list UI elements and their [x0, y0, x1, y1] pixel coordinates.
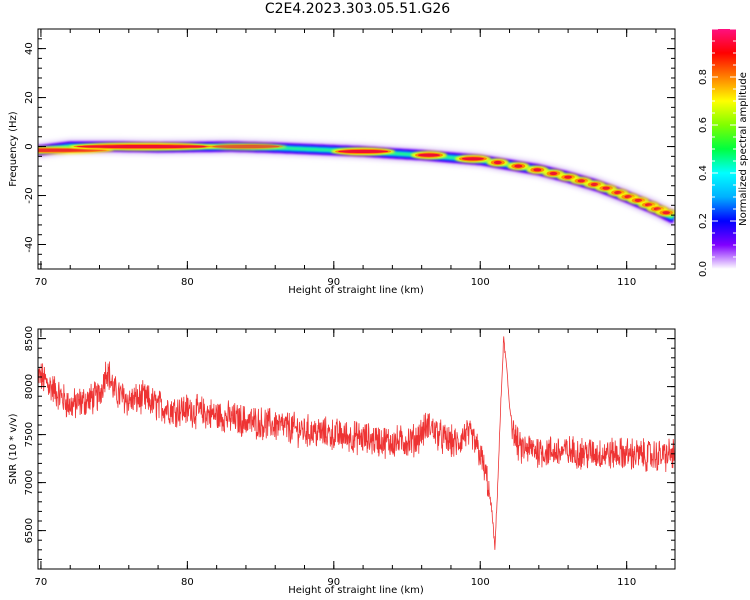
snr-series-line	[38, 336, 675, 550]
spectral-peak-core	[624, 195, 632, 199]
colorbar-gradient	[712, 29, 736, 269]
snr-x-label: Height of straight line (km)	[288, 585, 424, 596]
spectrogram-y-tick-label: 20	[24, 91, 35, 104]
colorbar-tick-label: 0.6	[698, 117, 709, 133]
snr-x-tick-label: 110	[617, 577, 636, 588]
colorbar-ticks: 0.0 0.2 0.4 0.6 0.8	[698, 28, 736, 277]
spectrogram-frame	[37, 28, 676, 270]
spectrogram-x-label: Height of straight line (km)	[288, 285, 424, 296]
snr-y-tick-label: 7000	[24, 470, 35, 495]
colorbar-tick-label: 0.4	[698, 165, 709, 181]
snr-y-label: SNR (10 * v/v)	[8, 413, 19, 484]
spectrogram-y-tick-label: 40	[24, 42, 35, 55]
spectral-peak-core	[564, 175, 572, 179]
spectral-peak-core	[533, 168, 542, 172]
snr-axes: 70 80 90 100 110 6500 7000 7500 8000 8500	[24, 326, 675, 588]
snr-x-tick-label: 90	[327, 577, 340, 588]
spectral-peak-core	[76, 144, 211, 149]
snr-panel: 70 80 90 100 110 6500 7000 7500 8000 8500 Height …	[8, 326, 676, 596]
spectrogram-y-tick-label: -40	[24, 236, 35, 252]
spectrogram-axes: 70 80 90 100 110 -40 -20 0 20 40	[24, 28, 675, 288]
spectral-peak-core	[493, 160, 502, 165]
colorbar-label: Normalized spectral amplitude	[738, 72, 749, 226]
spectrogram-x-tick-label: 70	[35, 277, 48, 288]
spectrogram-plot-area	[38, 138, 675, 227]
colorbar: 0.0 0.2 0.4 0.6 0.8 Normalized spectral ampl…	[698, 28, 749, 277]
spectrogram-y-label: Frequency (Hz)	[8, 111, 19, 187]
colorbar-tick-label: 0.2	[698, 213, 709, 229]
spectral-peak-core	[644, 203, 653, 207]
figure-title: C2E4.2023.303.05.51.G26	[264, 1, 451, 17]
colorbar-tick-label: 0.0	[698, 261, 709, 277]
spectral-peak-core	[577, 179, 586, 183]
colorbar-tick-label: 0.8	[698, 69, 709, 85]
spectral-peak-core	[417, 153, 440, 157]
spectral-peak-core	[461, 157, 484, 161]
snr-frame	[37, 328, 676, 570]
spectrogram-panel: 70 80 90 100 110 -40 -20 0 20 40 Height of straig…	[8, 28, 676, 296]
snr-x-tick-label: 80	[181, 577, 194, 588]
spectrogram-x-tick-label: 100	[471, 277, 490, 288]
spectrogram-y-tick-label: 0	[24, 143, 35, 149]
snr-y-tick-label: 6500	[24, 518, 35, 543]
spectral-peak-core	[590, 182, 599, 187]
spectral-peak-core	[634, 198, 643, 203]
snr-y-tick-label: 7500	[24, 422, 35, 447]
spectrogram-x-tick-label: 80	[181, 277, 194, 288]
snr-x-tick-label: 70	[35, 577, 48, 588]
spectrogram-x-tick-label: 110	[617, 277, 636, 288]
snr-y-tick-label: 8500	[24, 326, 35, 351]
snr-plot-area	[38, 336, 675, 550]
spectral-peak-core	[212, 144, 280, 149]
spectral-peak-core	[602, 186, 610, 190]
snr-x-tick-label: 100	[471, 577, 490, 588]
snr-y-tick-label: 8000	[24, 374, 35, 399]
spectral-peak-core	[614, 190, 622, 195]
spectrogram-y-tick-label: -20	[24, 187, 35, 203]
spectral-peak-core	[662, 211, 670, 215]
spectral-peak-core	[514, 164, 523, 168]
spectral-peak-core	[549, 171, 558, 176]
spectrogram-x-tick-label: 90	[327, 277, 340, 288]
spectral-peak-core	[338, 149, 389, 154]
